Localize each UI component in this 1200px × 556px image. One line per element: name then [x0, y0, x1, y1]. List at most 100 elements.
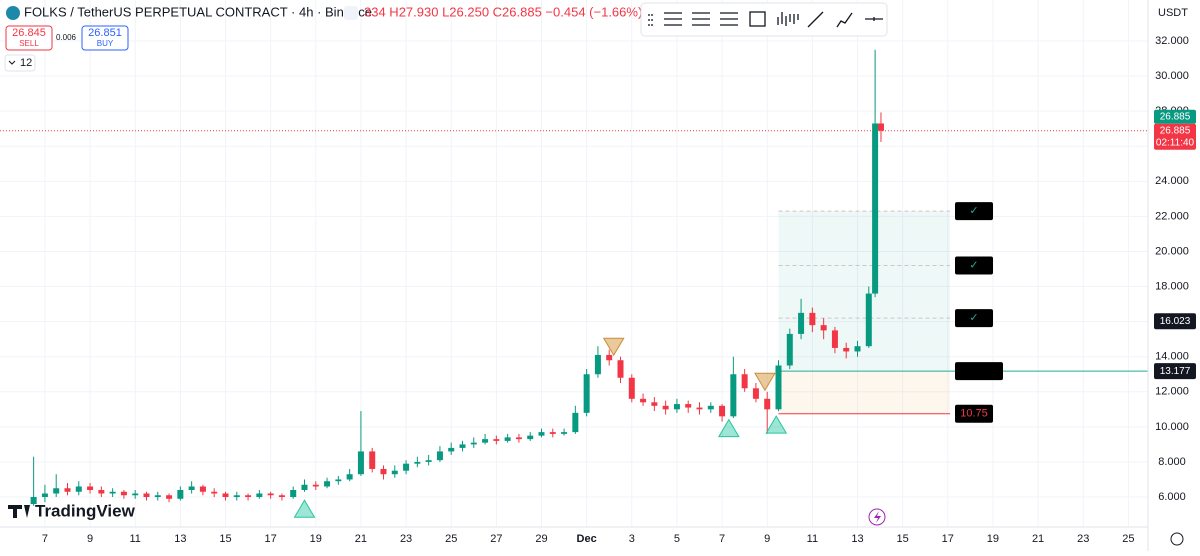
candle-body — [211, 491, 218, 494]
x-tick-label: 23 — [400, 533, 412, 545]
candle-body — [87, 486, 94, 490]
buy-button[interactable] — [81, 25, 129, 51]
indicators-toggle[interactable] — [4, 54, 36, 72]
x-tick-label: 9 — [764, 533, 770, 545]
candle-body — [267, 493, 274, 496]
candle-body — [346, 474, 353, 480]
stop-label: 10.75 — [960, 408, 988, 420]
mark-price-label: 26.885 — [1160, 125, 1191, 136]
candle-body — [515, 437, 522, 440]
y-tick-label: 18.000 — [1155, 280, 1189, 292]
y-tick-label: 6.000 — [1158, 491, 1186, 503]
tool-horizontal-ray[interactable] — [865, 17, 883, 21]
candle-body — [312, 484, 319, 487]
x-tick-label: 13 — [174, 533, 186, 545]
candle-body — [290, 489, 297, 498]
candle-body — [628, 377, 635, 399]
buy-label: BUY — [97, 39, 114, 48]
candle-body — [752, 388, 759, 399]
stop-zone — [778, 371, 951, 414]
candle-body — [872, 123, 879, 294]
collapse-button[interactable] — [344, 6, 358, 20]
candle-body — [640, 398, 647, 403]
sell-price: 26.845 — [12, 27, 46, 39]
target-tag — [955, 256, 993, 275]
candle-body — [245, 495, 252, 498]
candle-body — [651, 402, 658, 406]
price-tag — [1154, 363, 1196, 380]
candle-body — [98, 489, 105, 494]
buy-price: 26.851 — [88, 27, 122, 39]
tool-rectangle[interactable] — [749, 11, 766, 27]
settings-icon[interactable] — [1170, 532, 1184, 546]
y-tick-label: 30.000 — [1155, 70, 1189, 82]
tradingview-logo: TradingView — [35, 501, 136, 520]
candle-body — [154, 495, 161, 498]
x-tick-label: 21 — [355, 533, 367, 545]
currency[interactable]: USDT — [1158, 7, 1188, 19]
tool-fib[interactable] — [692, 12, 710, 26]
candle-body — [854, 346, 861, 352]
symbol-logo — [6, 6, 20, 20]
x-tick-label: 29 — [535, 533, 547, 545]
tradingview-mark — [8, 505, 30, 518]
candle-body — [335, 479, 342, 482]
symbol-title[interactable]: FOLKS / TetherUS PERPETUAL CONTRACT · 4h… — [24, 4, 372, 19]
candle-body — [30, 497, 37, 505]
target-tag — [955, 309, 993, 328]
sell-signal — [602, 337, 625, 357]
x-tick-label: 21 — [1032, 533, 1044, 545]
candle-body — [403, 463, 410, 471]
candle-body — [278, 495, 285, 498]
tool-lines[interactable] — [720, 12, 738, 26]
candle-body — [256, 493, 263, 498]
candle-body — [865, 293, 872, 347]
tool-trendline[interactable] — [807, 11, 824, 28]
buy-signal — [293, 499, 316, 518]
x-tick-label: 11 — [129, 533, 140, 545]
spread: 0.006 — [56, 33, 77, 42]
tool-parallel-channel[interactable] — [664, 12, 682, 26]
y-tick-label: 24.000 — [1155, 175, 1189, 187]
countdown: 02:11:40 — [1156, 137, 1195, 148]
candle-body — [425, 460, 432, 462]
candle-body — [188, 486, 195, 490]
candle-body — [64, 488, 71, 492]
candle-body — [831, 330, 838, 348]
y-tick-label: 12.000 — [1155, 386, 1189, 398]
x-tick-label: 7 — [719, 533, 725, 545]
buy-signal — [717, 418, 740, 438]
candle-body — [561, 432, 568, 434]
candle-body — [707, 405, 714, 410]
last-price-label: 26.885 — [1160, 111, 1191, 122]
candle-body — [572, 412, 579, 433]
price-tag-label: 16.023 — [1160, 316, 1191, 327]
mark-price-tag — [1154, 123, 1196, 150]
drag-handle[interactable] — [648, 14, 653, 26]
sell-button[interactable] — [5, 25, 53, 51]
tool-path[interactable] — [836, 12, 853, 28]
x-tick-label: 7 — [42, 533, 48, 545]
candle-body — [820, 325, 827, 331]
candle-body — [730, 374, 737, 417]
stop-tag — [955, 404, 993, 423]
candle-body — [143, 493, 150, 498]
candle-body — [741, 374, 748, 389]
candle-body — [132, 493, 139, 496]
x-tick-label: 17 — [942, 533, 954, 545]
candle-body — [222, 493, 229, 498]
buy-signal — [765, 415, 788, 434]
candle-body — [482, 439, 489, 443]
x-tick-label: 25 — [1122, 533, 1134, 545]
candle-body — [786, 333, 793, 366]
candle-body — [696, 407, 703, 410]
y-tick-label: 14.000 — [1155, 351, 1189, 363]
candle-body — [764, 398, 771, 410]
y-tick-label: 22.000 — [1155, 210, 1189, 222]
tool-bars[interactable] — [777, 12, 799, 26]
x-tick-label: 3 — [629, 533, 635, 545]
last-price-tag — [1154, 109, 1196, 124]
price-tag — [1154, 313, 1196, 330]
